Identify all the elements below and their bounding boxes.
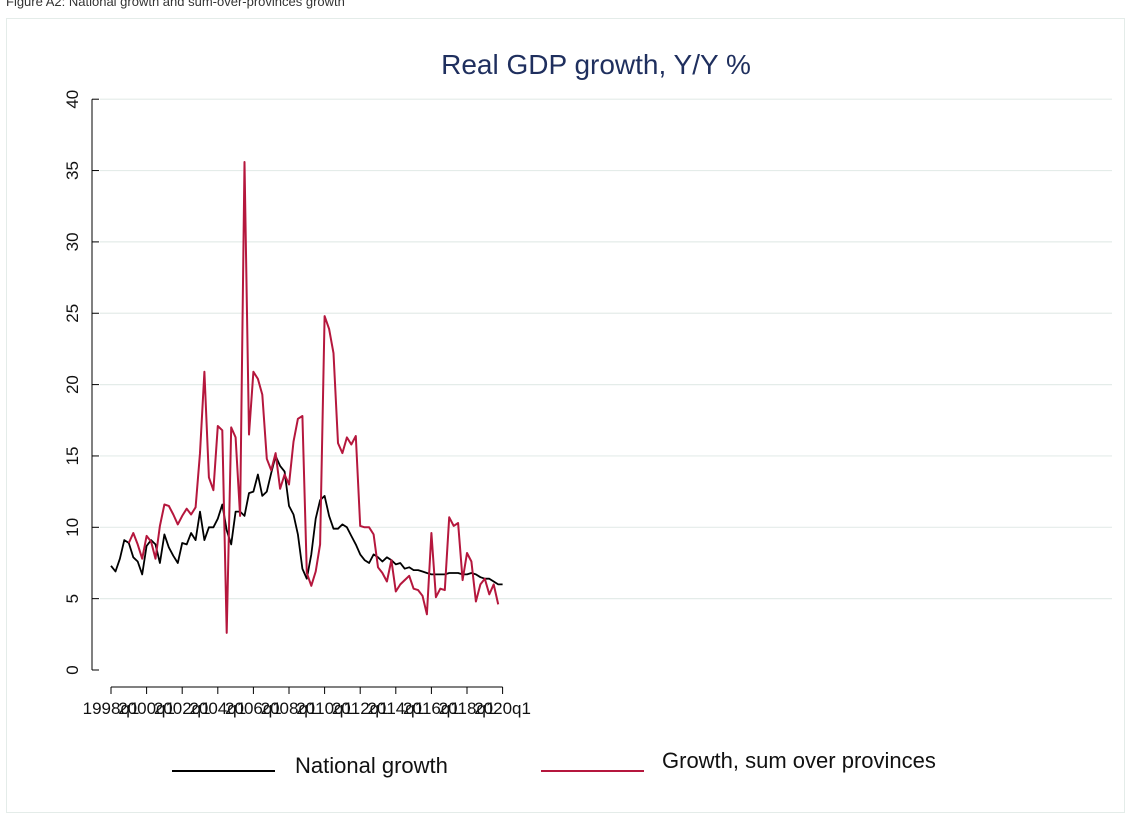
x-tick-label: 2020q1 <box>474 699 531 718</box>
axes: 0 5 10 15 20 25 30 35 40 1998q12000q12002q12004q1… <box>63 90 531 718</box>
legend: National growth Growth, sum over province… <box>172 748 936 778</box>
x-tick-label: 2012q1 <box>332 699 389 718</box>
x-tick-label: 2018q1 <box>439 699 496 718</box>
chart-title: Real GDP growth, Y/Y % <box>441 49 751 80</box>
y-tick-label: 25 <box>63 304 82 323</box>
x-tick-label: 2010q1 <box>296 699 353 718</box>
x-tick-label: 2006q1 <box>225 699 282 718</box>
x-tick-label: 2016q1 <box>403 699 460 718</box>
y-tick-label: 20 <box>63 375 82 394</box>
x-tick-label: 2004q1 <box>189 699 246 718</box>
x-tick-label: 2000q1 <box>118 699 175 718</box>
y-tick-label: 35 <box>63 161 82 180</box>
x-tick-label: 2014q1 <box>367 699 424 718</box>
y-tick-label: 0 <box>63 665 82 674</box>
legend-label: National growth <box>295 753 448 778</box>
y-tick-label: 40 <box>63 90 82 109</box>
y-tick-label: 10 <box>63 518 82 537</box>
x-tick-label: 2002q1 <box>154 699 211 718</box>
y-tick-label: 30 <box>63 232 82 251</box>
y-tick-label: 5 <box>63 594 82 603</box>
chart-panel <box>6 18 1125 813</box>
x-tick-label: 1998q1 <box>83 699 140 718</box>
legend-label: Growth, sum over provinces <box>662 748 936 773</box>
series-line-provinces-growth <box>127 161 500 634</box>
gridlines <box>100 98 1112 600</box>
y-tick-label: 15 <box>63 446 82 465</box>
figure-caption: Figure A2: National growth and sum-over-… <box>6 0 345 9</box>
series-lines <box>110 161 503 634</box>
x-tick-label: 2008q1 <box>261 699 318 718</box>
series-line-national-growth <box>110 455 503 586</box>
